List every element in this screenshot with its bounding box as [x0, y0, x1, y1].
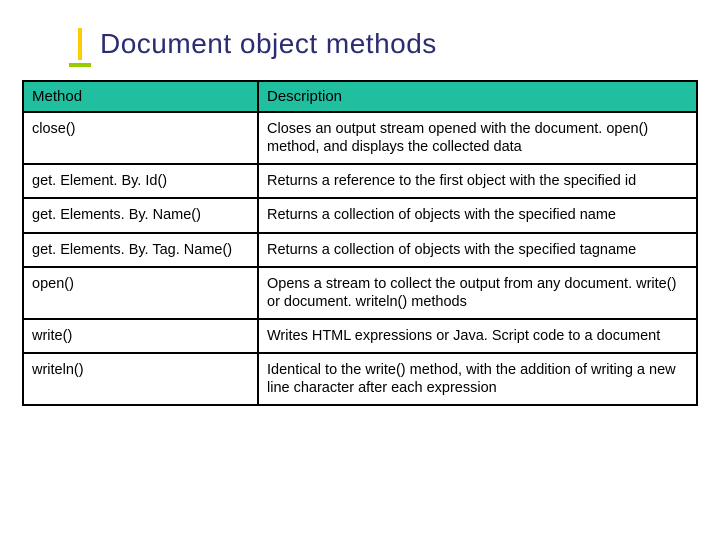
table-row: open() Opens a stream to collect the out…: [23, 267, 697, 319]
table-row: get. Elements. By. Tag. Name() Returns a…: [23, 233, 697, 267]
cell-description: Writes HTML expressions or Java. Script …: [258, 319, 697, 353]
cell-description: Returns a collection of objects with the…: [258, 233, 697, 267]
table-row: write() Writes HTML expressions or Java.…: [23, 319, 697, 353]
col-header-method: Method: [23, 81, 258, 112]
cell-method: open(): [23, 267, 258, 319]
cell-description: Returns a reference to the first object …: [258, 164, 697, 198]
table-container: Method Description close() Closes an out…: [0, 72, 720, 406]
table-row: close() Closes an output stream opened w…: [23, 112, 697, 164]
cell-method: close(): [23, 112, 258, 164]
title-area: Document object methods: [0, 0, 720, 72]
methods-table: Method Description close() Closes an out…: [22, 80, 698, 406]
table-row: get. Element. By. Id() Returns a referen…: [23, 164, 697, 198]
cell-description: Closes an output stream opened with the …: [258, 112, 697, 164]
accent-tick-icon: [69, 63, 91, 67]
table-row: writeln() Identical to the write() metho…: [23, 353, 697, 405]
cell-method: get. Elements. By. Name(): [23, 198, 258, 232]
cell-description: Returns a collection of objects with the…: [258, 198, 697, 232]
table-header-row: Method Description: [23, 81, 697, 112]
cell-description: Opens a stream to collect the output fro…: [258, 267, 697, 319]
table-row: get. Elements. By. Name() Returns a coll…: [23, 198, 697, 232]
cell-method: writeln(): [23, 353, 258, 405]
accent-bar-icon: [78, 28, 82, 60]
slide: Document object methods Method Descripti…: [0, 0, 720, 540]
col-header-description: Description: [258, 81, 697, 112]
cell-description: Identical to the write() method, with th…: [258, 353, 697, 405]
page-title: Document object methods: [100, 28, 720, 60]
cell-method: get. Element. By. Id(): [23, 164, 258, 198]
cell-method: write(): [23, 319, 258, 353]
cell-method: get. Elements. By. Tag. Name(): [23, 233, 258, 267]
